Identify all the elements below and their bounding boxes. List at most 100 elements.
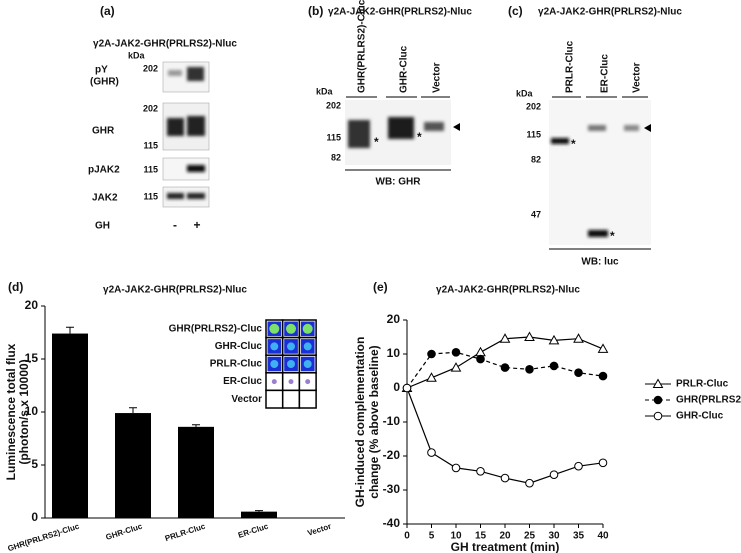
series-line: [406, 387, 604, 484]
panel-label: (b): [308, 4, 323, 18]
inset-signal: [303, 342, 312, 351]
size-marker: 115: [326, 132, 341, 142]
data-point: [549, 470, 559, 480]
legend-marker: [652, 378, 664, 388]
treatment-label: -: [173, 218, 177, 232]
bar: [115, 413, 151, 518]
data-point: [598, 371, 608, 381]
inset-signal: [270, 342, 279, 351]
blot-c: [549, 100, 651, 245]
inset-signal: [305, 379, 311, 385]
data-point: [574, 368, 583, 378]
lane-label: PRLR-Cluc: [565, 40, 576, 93]
y-tick-label: -30: [383, 482, 401, 496]
blot-a: [162, 61, 210, 208]
data-point: [476, 467, 485, 476]
panel-label: (e): [373, 280, 388, 294]
data-point: [427, 448, 436, 457]
data-point: [500, 473, 510, 483]
data-point: [475, 346, 486, 357]
inset-well: [281, 389, 301, 409]
row-label: JAK2: [92, 193, 118, 204]
panel-label: (d): [8, 280, 23, 294]
error-bar: [255, 510, 263, 512]
blot-label: WB: GHR: [376, 177, 422, 188]
chart-title: γ2A-JAK2-GHR(PRLRS2)-Nluc: [103, 285, 247, 296]
x-tick-label: ER-Cluc: [237, 521, 270, 539]
inset-signal: [287, 342, 295, 351]
error-bar: [192, 424, 200, 427]
row-label: pJAK2: [88, 165, 120, 176]
lane-label: Vector: [632, 62, 643, 93]
data-point: [499, 333, 511, 343]
panel-title: γ2A-JAK2-GHR(PRLRS2)-Nluc: [328, 7, 472, 18]
y-tick-label: 15: [25, 351, 39, 365]
x-tick-label: 35: [573, 531, 585, 542]
asterisk: *: [610, 229, 615, 243]
data-point: [549, 361, 559, 371]
unit-label: kDa: [516, 88, 534, 98]
lane-label: Vector: [432, 62, 443, 93]
inset-well: [298, 389, 317, 409]
data-point: [597, 343, 609, 353]
inset-signal: [303, 360, 312, 368]
asterisk: *: [374, 135, 379, 149]
x-axis-title: GH treatment (min): [451, 540, 560, 553]
lane-label: GHR(PRLRS2)-Cluc: [357, 0, 368, 93]
x-tick-label: 5: [429, 531, 435, 542]
size-marker: 202: [143, 63, 158, 73]
inset-label: GHR-Cluc: [215, 341, 263, 352]
size-marker: 82: [531, 154, 541, 164]
data-point: [525, 478, 534, 488]
inset-signal: [302, 323, 313, 334]
inset-label: GHR(PRLRS2)-Cluc: [169, 323, 263, 334]
data-point: [450, 362, 462, 372]
inset-signal: [287, 360, 295, 368]
data-point: [500, 363, 510, 372]
x-tick-label: GHR-Cluc: [105, 521, 144, 541]
inset-signal: [286, 323, 296, 334]
row-label: pY: [95, 65, 108, 76]
series-line: [406, 336, 604, 389]
x-tick-label: 25: [524, 531, 536, 542]
asterisk: *: [571, 137, 576, 151]
size-marker: 202: [143, 103, 158, 113]
bar: [52, 333, 88, 518]
blot-b: [345, 100, 460, 165]
error-bar: [129, 407, 137, 414]
y-axis-title: Luminescence total flux: [4, 343, 18, 480]
data-point: [427, 349, 436, 359]
y-axis-title: GH-induced complementation: [353, 337, 367, 508]
size-marker: 115: [143, 140, 158, 150]
inset-well: [265, 389, 284, 409]
inset-signal: [270, 360, 279, 368]
y-tick-label: 5: [31, 457, 38, 471]
legend-label: PRLR-Cluc: [676, 379, 729, 390]
unit-label: kDa: [128, 50, 146, 60]
y-axis-title: (photon/s x 10000): [17, 359, 31, 464]
size-marker: 202: [326, 100, 341, 110]
legend-label: GHR(PRLRS2)-Cluc: [676, 395, 741, 406]
data-point: [402, 383, 412, 393]
y-tick-label: -20: [383, 448, 401, 462]
inset-signal: [271, 379, 277, 385]
x-tick-label: 10: [450, 531, 462, 542]
inset-label: Vector: [231, 394, 262, 405]
row-label: (GHR): [90, 77, 119, 88]
lane-label: GHR-Cluc: [399, 45, 410, 93]
y-tick-label: 10: [25, 404, 39, 418]
size-marker: 47: [531, 209, 541, 219]
legend-label: GHR-Cluc: [676, 411, 724, 422]
x-tick-label: 20: [499, 531, 511, 542]
size-marker: 115: [143, 164, 158, 174]
x-tick-label: 30: [548, 531, 560, 542]
size-marker: 82: [331, 152, 341, 162]
size-marker: 202: [526, 101, 541, 111]
inset-signal: [269, 323, 280, 334]
data-point: [476, 354, 485, 364]
inset-label: ER-Cluc: [223, 376, 262, 387]
panel-label: (c): [508, 4, 523, 18]
x-tick-label: 0: [404, 531, 410, 542]
data-point: [598, 458, 608, 468]
